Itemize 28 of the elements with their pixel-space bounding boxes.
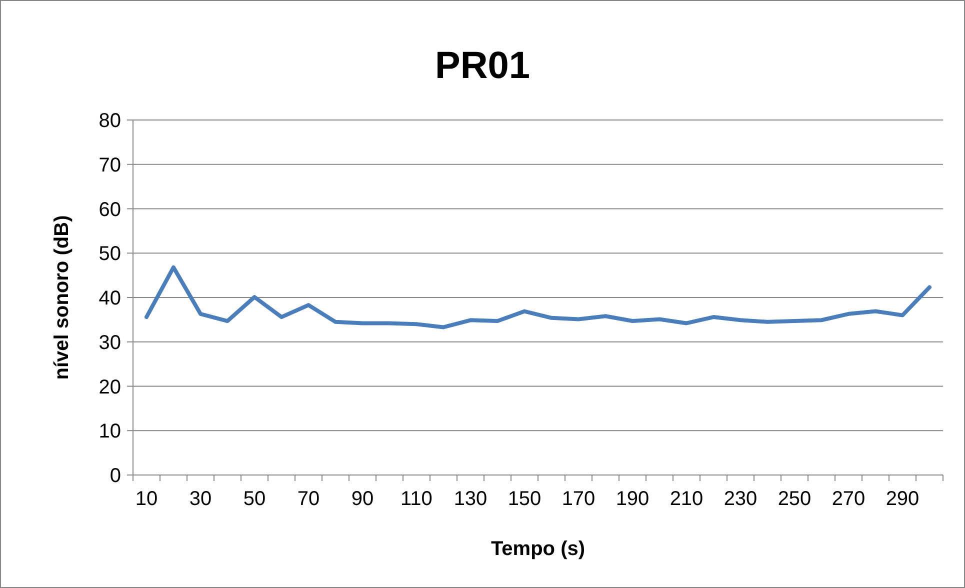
x-tick-label: 190 — [616, 488, 650, 510]
y-tick-label: 40 — [98, 288, 121, 310]
x-tick-label: 90 — [351, 488, 374, 510]
x-tick-label: 230 — [724, 488, 758, 510]
y-tick-label: 80 — [98, 110, 121, 132]
x-tick-label: 270 — [832, 488, 866, 510]
y-tick-label: 10 — [98, 420, 121, 443]
chart-title: PR01 — [434, 45, 530, 87]
x-tick-label: 70 — [297, 488, 320, 510]
x-axis-title: Tempo (s) — [490, 538, 586, 560]
x-tick-label: 170 — [562, 488, 596, 510]
y-tick-label: 60 — [98, 198, 121, 221]
x-tick-label: 290 — [886, 488, 920, 510]
x-tick-label: 210 — [670, 488, 704, 510]
x-tick-label: 250 — [778, 488, 812, 510]
y-tick-label: 30 — [98, 332, 121, 354]
y-tick-label: 20 — [98, 376, 121, 398]
line-series — [144, 265, 932, 330]
x-tick-label: 50 — [243, 488, 266, 510]
x-tick-label: 30 — [189, 488, 212, 510]
x-tick-label: 150 — [508, 488, 542, 510]
y-tick-label: 70 — [98, 154, 121, 176]
x-tick-label: 110 — [400, 488, 432, 510]
x-tick-label: 10 — [135, 488, 158, 510]
y-tick-label: 50 — [98, 243, 121, 266]
y-axis-title: nível sonoro (dB) — [51, 215, 73, 380]
y-tick-label: 0 — [110, 465, 121, 487]
x-tick-label: 130 — [454, 488, 488, 510]
